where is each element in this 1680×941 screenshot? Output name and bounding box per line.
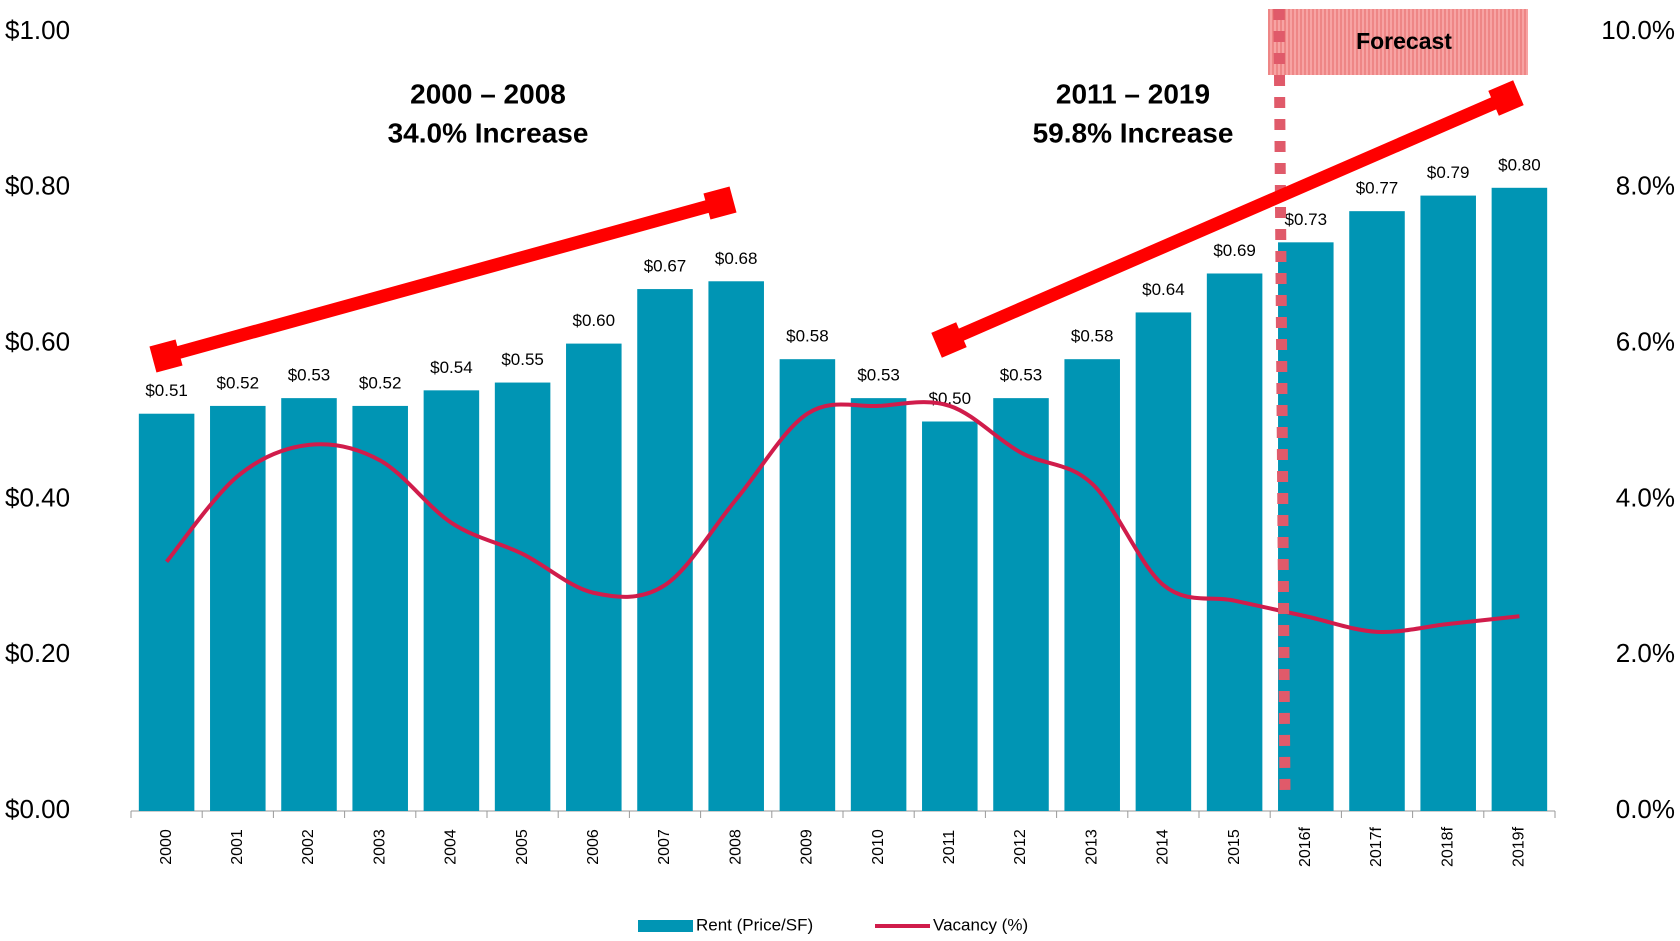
y2-tick-label: 0.0% (1616, 794, 1675, 824)
x-tick-label: 2008 (727, 829, 744, 865)
x-tick-label: 2000 (158, 829, 175, 865)
trend-arrow (946, 92, 1509, 346)
y-tick-label: $0.80 (5, 171, 70, 201)
x-tick-label: 2014 (1155, 829, 1172, 865)
y2-tick-label: 2.0% (1616, 638, 1675, 668)
bar (210, 405, 266, 811)
annotation: 34.0% Increase (388, 117, 589, 148)
value-label: $0.67 (644, 257, 687, 276)
forecast-box (1268, 9, 1528, 75)
x-tick-label: 2004 (443, 829, 460, 865)
bar (281, 398, 337, 811)
trend-arrow (164, 196, 722, 363)
x-tick-label: 2001 (229, 829, 246, 865)
x-tick-label: 2012 (1012, 829, 1029, 865)
bar (1206, 273, 1263, 811)
trend-arrows (149, 80, 1524, 373)
y-tick-label: $1.00 (5, 15, 70, 45)
arrow-head (149, 339, 183, 373)
arrow-head (931, 322, 967, 358)
x-tick-label: 2010 (870, 829, 887, 865)
value-label: $0.73 (1285, 210, 1328, 229)
value-label: $0.77 (1356, 179, 1399, 198)
x-tick-label: 2011 (941, 830, 958, 865)
value-label: $0.52 (359, 373, 402, 392)
value-label: $0.52 (217, 373, 260, 392)
arrow-head (703, 186, 737, 220)
annotation: 59.8% Increase (1033, 117, 1234, 148)
value-label: $0.64 (1142, 280, 1185, 299)
value-label: $0.53 (857, 366, 900, 385)
value-label: $0.60 (573, 311, 616, 330)
bar (423, 390, 480, 811)
bar (1491, 187, 1548, 812)
bar (922, 421, 978, 811)
bar (1349, 211, 1405, 812)
bar (1420, 195, 1476, 812)
y2-tick-label: 10.0% (1601, 15, 1675, 45)
x-tick-label: 2003 (371, 829, 388, 865)
x-tick-label: 2013 (1083, 829, 1100, 865)
bar (708, 281, 764, 811)
bar (138, 413, 195, 811)
bar (566, 343, 622, 811)
legend-label: Vacancy (%) (933, 915, 1028, 934)
bar (637, 289, 693, 811)
y2-tick-label: 8.0% (1616, 171, 1675, 201)
x-tick-label: 2019f (1511, 826, 1528, 867)
value-label: $0.80 (1498, 155, 1541, 174)
annotation: 2000 – 2008 (410, 78, 566, 109)
x-tick-label: 2017f (1368, 826, 1385, 867)
value-label: $0.54 (430, 358, 473, 377)
x-tick-label: 2007 (656, 829, 673, 865)
x-tick-label: 2018f (1439, 826, 1456, 867)
bar (1064, 359, 1120, 811)
x-tick-label: 2015 (1226, 829, 1243, 865)
value-label: $0.58 (786, 327, 829, 346)
x-tick-label: 2016f (1297, 826, 1314, 867)
bar (850, 398, 907, 811)
annotation: 2011 – 2019 (1056, 78, 1210, 109)
x-tick-label: 2002 (300, 829, 317, 865)
y-tick-label: $0.00 (5, 794, 70, 824)
y-tick-label: $0.20 (5, 638, 70, 668)
value-label: $0.53 (288, 366, 331, 385)
x-tick-label: 2009 (799, 829, 816, 865)
y-tick-label: $0.60 (5, 326, 70, 356)
y2-tick-label: 4.0% (1616, 482, 1675, 512)
value-label: $0.69 (1213, 241, 1256, 260)
forecast-label: Forecast (1356, 28, 1452, 54)
x-tick-label: 2006 (585, 829, 602, 865)
bar (494, 382, 551, 811)
bar (779, 359, 836, 811)
bar (352, 405, 408, 811)
value-label: $0.58 (1071, 327, 1114, 346)
value-label: $0.55 (501, 350, 544, 369)
legend-label: Rent (Price/SF) (696, 915, 813, 934)
y2-tick-label: 6.0% (1616, 326, 1675, 356)
arrow-head (1488, 80, 1524, 116)
y-tick-label: $0.40 (5, 482, 70, 512)
bar (993, 398, 1049, 811)
legend-swatch (638, 920, 693, 932)
value-label: $0.53 (1000, 366, 1043, 385)
value-label: $0.51 (145, 381, 188, 400)
value-label: $0.79 (1427, 163, 1470, 182)
x-tick-label: 2005 (514, 829, 531, 865)
value-label: $0.68 (715, 249, 758, 268)
